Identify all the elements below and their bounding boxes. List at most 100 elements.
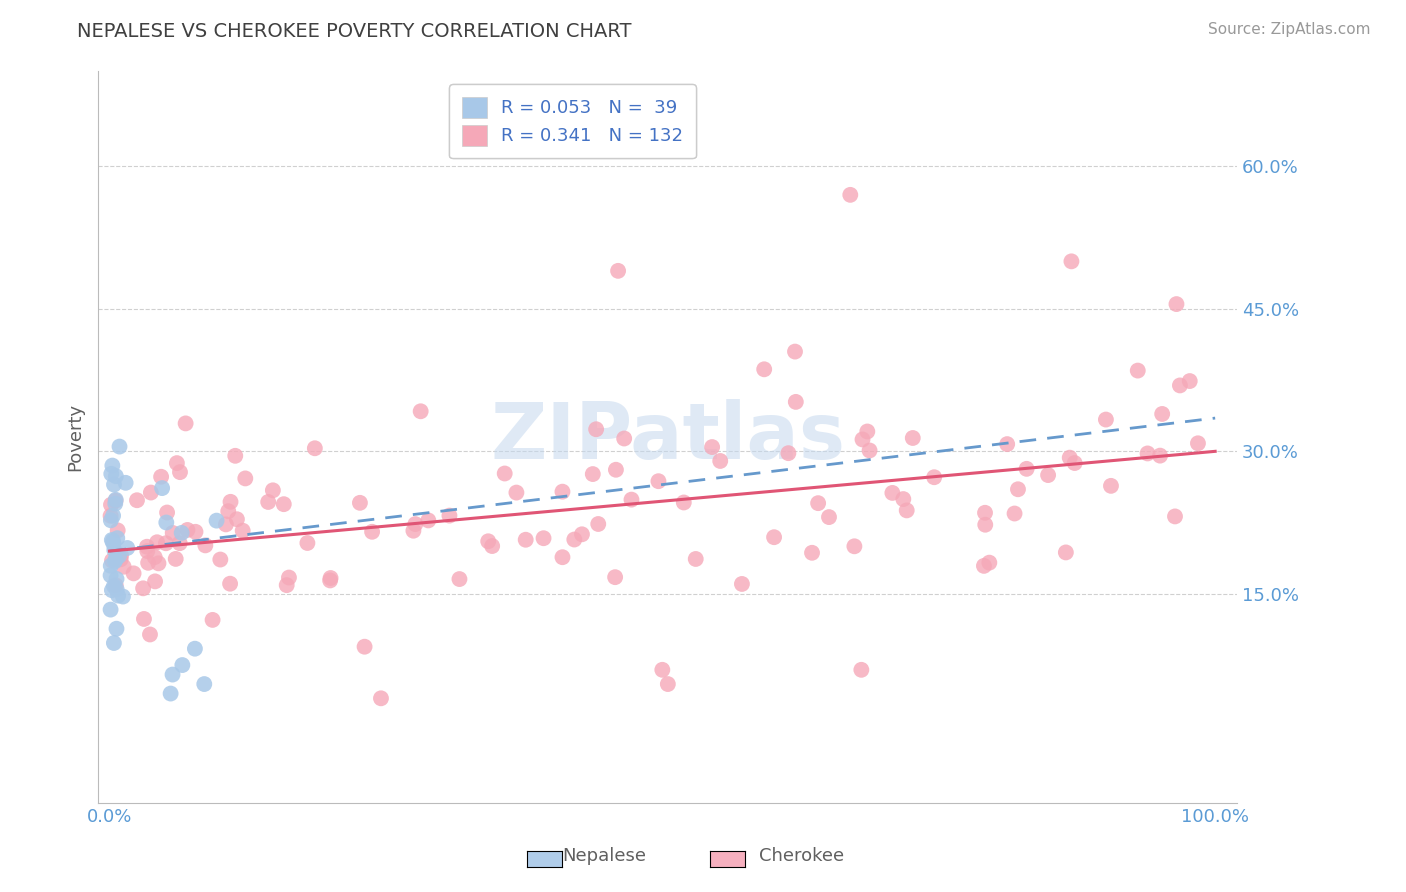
Point [155, 536, 177, 550]
Point [139, 627, 162, 641]
Point [1187, 436, 1209, 450]
Point [605, 570, 627, 584]
Point [477, 534, 499, 549]
Text: NEPALESE VS CHEROKEE POVERTY CORRELATION CHART: NEPALESE VS CHEROKEE POVERTY CORRELATION… [77, 22, 631, 41]
Point [551, 550, 574, 565]
Point [801, 546, 824, 560]
Point [205, 514, 228, 528]
Point [150, 469, 173, 483]
Point [1126, 363, 1149, 377]
Point [103, 536, 125, 550]
Y-axis label: Poverty: Poverty [66, 403, 84, 471]
Point [101, 583, 124, 598]
Point [108, 440, 131, 454]
Point [111, 590, 134, 604]
Point [100, 513, 122, 527]
Point [807, 496, 830, 510]
Point [125, 493, 148, 508]
Point [515, 533, 537, 547]
Point [851, 663, 873, 677]
Point [136, 556, 159, 570]
Point [974, 517, 997, 532]
Point [1168, 378, 1191, 392]
Point [1007, 483, 1029, 497]
Point [844, 539, 866, 553]
Point [851, 433, 873, 447]
Point [135, 540, 157, 554]
Point [172, 658, 194, 673]
Point [562, 533, 585, 547]
Point [1060, 254, 1083, 268]
Point [101, 553, 124, 567]
Point [107, 589, 129, 603]
Point [150, 481, 173, 495]
Point [586, 516, 609, 531]
Point [409, 404, 432, 418]
Point [1166, 297, 1188, 311]
Point [100, 508, 122, 523]
Point [139, 485, 162, 500]
Point [233, 471, 256, 485]
Point [896, 503, 918, 517]
Point [104, 497, 127, 511]
Point [104, 552, 127, 566]
Point [100, 467, 122, 481]
Point [174, 417, 197, 431]
Point [1164, 509, 1187, 524]
Point [166, 456, 188, 470]
Point [104, 469, 127, 483]
Point [582, 467, 605, 481]
Point [146, 535, 169, 549]
Point [402, 524, 425, 538]
Point [112, 559, 135, 574]
Point [1095, 412, 1118, 426]
Point [439, 508, 461, 523]
Point [101, 458, 124, 473]
Point [783, 344, 806, 359]
Point [995, 437, 1018, 451]
Point [709, 454, 731, 468]
Point [162, 525, 184, 540]
Text: Cherokee: Cherokee [759, 847, 844, 865]
Text: ZIPatlas: ZIPatlas [491, 399, 845, 475]
Point [922, 470, 945, 484]
Point [571, 527, 593, 541]
Point [107, 524, 129, 538]
Point [818, 510, 841, 524]
Point [122, 566, 145, 581]
Point [979, 556, 1001, 570]
Point [165, 552, 187, 566]
Point [105, 622, 128, 636]
Point [162, 667, 184, 681]
Point [651, 663, 673, 677]
Point [370, 691, 392, 706]
Point [170, 525, 193, 540]
Point [672, 495, 695, 509]
Point [620, 492, 643, 507]
Point [219, 576, 242, 591]
Point [647, 474, 669, 488]
Point [657, 677, 679, 691]
Point [1036, 468, 1059, 483]
Point [1149, 449, 1171, 463]
Point [304, 442, 326, 456]
Point [143, 550, 166, 565]
Point [763, 530, 786, 544]
Point [404, 517, 426, 532]
Point [184, 524, 207, 539]
Point [349, 496, 371, 510]
Point [551, 484, 574, 499]
Point [105, 572, 128, 586]
Point [257, 495, 280, 509]
Point [224, 449, 246, 463]
Text: Source: ZipAtlas.com: Source: ZipAtlas.com [1208, 22, 1371, 37]
Point [505, 485, 527, 500]
Point [778, 446, 800, 460]
Point [839, 187, 862, 202]
Point [319, 571, 342, 585]
Point [262, 483, 284, 498]
Point [104, 493, 127, 508]
Point [100, 568, 122, 582]
Point [1099, 479, 1122, 493]
Point [219, 495, 242, 509]
